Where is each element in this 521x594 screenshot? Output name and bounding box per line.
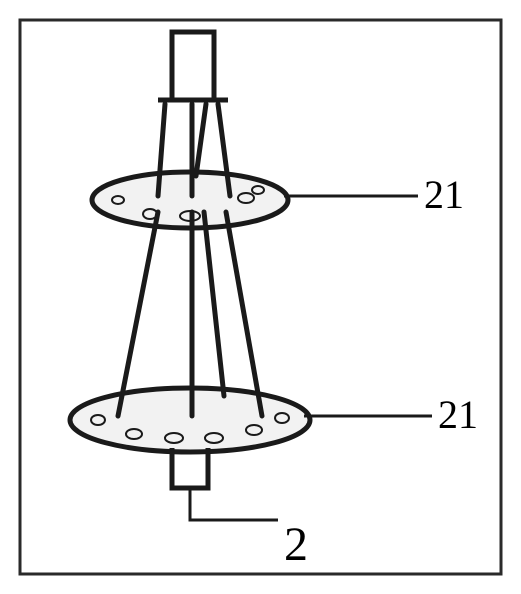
label-2: 2 (284, 518, 308, 571)
canvas-background (0, 0, 521, 594)
label-21-bottom: 21 (438, 392, 478, 437)
label-21-top: 21 (424, 172, 464, 217)
